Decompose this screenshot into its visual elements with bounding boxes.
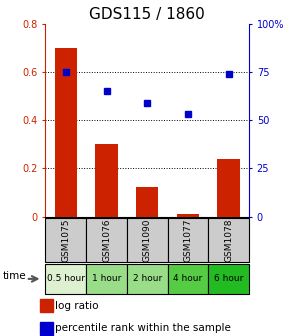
Bar [86,264,127,294]
Text: GSM1075: GSM1075 [61,218,70,262]
Bar [127,218,168,262]
Text: GSM1090: GSM1090 [143,218,152,262]
Text: GSM1077: GSM1077 [183,218,193,262]
Bar [168,218,208,262]
Text: GSM1076: GSM1076 [102,218,111,262]
Text: 0.5 hour: 0.5 hour [47,275,85,283]
Bar [45,218,86,262]
Text: 1 hour: 1 hour [92,275,121,283]
Bar [40,322,53,335]
Text: 2 hour: 2 hour [133,275,162,283]
Bar [45,264,86,294]
Text: 4 hour: 4 hour [173,275,202,283]
Text: GSM1078: GSM1078 [224,218,233,262]
Bar [95,144,118,217]
Bar [86,218,127,262]
Bar [208,218,249,262]
Bar [217,159,240,217]
Bar [177,214,199,217]
Bar [136,186,159,217]
Title: GDS115 / 1860: GDS115 / 1860 [89,7,205,23]
Text: percentile rank within the sample: percentile rank within the sample [54,324,231,333]
Bar [208,264,249,294]
Bar [127,264,168,294]
Text: 6 hour: 6 hour [214,275,243,283]
Bar [168,264,208,294]
Text: log ratio: log ratio [54,301,98,311]
Text: time: time [3,270,27,281]
Bar [40,299,53,312]
Bar [54,48,77,217]
